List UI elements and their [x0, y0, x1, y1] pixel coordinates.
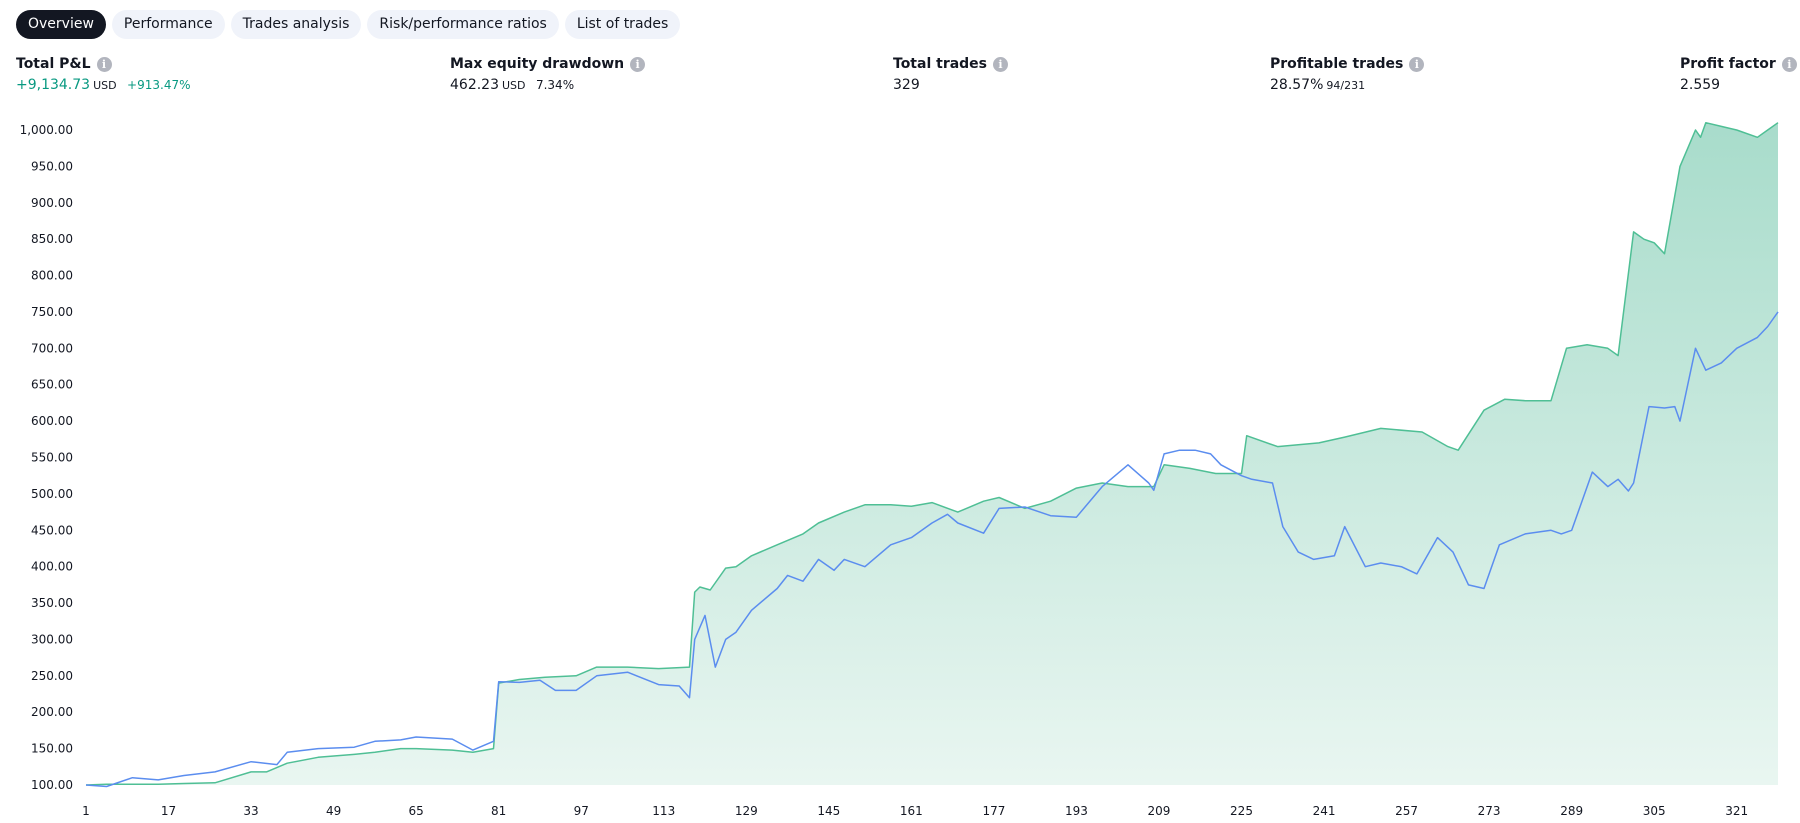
currency-unit: USD	[502, 79, 526, 92]
profitable-trades-value: 28.57%	[1270, 77, 1324, 93]
x-tick-label: 273	[1478, 804, 1501, 818]
y-tick-label: 750.00	[31, 305, 73, 319]
x-tick-label: 33	[243, 804, 258, 818]
x-tick-label: 161	[900, 804, 923, 818]
y-tick-label: 450.00	[31, 523, 73, 537]
y-tick-label: 600.00	[31, 414, 73, 428]
x-tick-label: 289	[1560, 804, 1583, 818]
x-tick-label: 305	[1643, 804, 1666, 818]
y-tick-label: 800.00	[31, 269, 73, 283]
y-tick-label: 950.00	[31, 159, 73, 173]
x-axis: 1 17 33 49 65 81 97 113 129 145 161 177 193 209 225 241…	[82, 804, 1748, 818]
metric-profitable-trades: Profitable trades i 28.57% 94/231	[1270, 56, 1425, 93]
equity-chart[interactable]: 1,000.00 950.00 900.00 850.00 800.00 750.00 70…	[0, 108, 1800, 823]
metric-profit-factor: Profit factor i 2.559	[1680, 56, 1797, 93]
x-tick-label: 17	[161, 804, 176, 818]
info-icon[interactable]: i	[1409, 56, 1425, 72]
x-tick-label: 193	[1065, 804, 1088, 818]
metric-max-drawdown: Max equity drawdown i 462.23 USD 7.34%	[450, 56, 646, 93]
x-tick-label: 1	[82, 804, 90, 818]
info-icon[interactable]: i	[1781, 56, 1797, 72]
y-tick-label: 350.00	[31, 596, 73, 610]
total-pnl-percent: +913.47%	[127, 78, 191, 92]
equity-line	[85, 121, 1779, 786]
x-tick-label: 321	[1725, 804, 1748, 818]
x-tick-label: 97	[574, 804, 589, 818]
metric-total-trades: Total trades i 329	[893, 56, 1009, 93]
y-tick-label: 1,000.00	[20, 123, 73, 137]
info-icon[interactable]: i	[993, 56, 1009, 72]
tab-trades-analysis[interactable]: Trades analysis	[230, 10, 362, 39]
x-tick-label: 225	[1230, 804, 1253, 818]
y-tick-label: 100.00	[31, 778, 73, 792]
x-tick-label: 49	[326, 804, 341, 818]
tab-bar: Overview Performance Trades analysis Ris…	[16, 10, 681, 39]
buy-and-hold-line	[85, 311, 1779, 788]
y-tick-label: 850.00	[31, 232, 73, 246]
x-tick-label: 129	[735, 804, 758, 818]
y-tick-label: 700.00	[31, 341, 73, 355]
y-tick-label: 200.00	[31, 705, 73, 719]
x-tick-label: 241	[1313, 804, 1336, 818]
profit-factor-value: 2.559	[1680, 77, 1721, 93]
tab-risk-performance-ratios[interactable]: Risk/performance ratios	[367, 10, 559, 39]
x-tick-label: 145	[817, 804, 840, 818]
x-tick-label: 65	[409, 804, 424, 818]
info-icon[interactable]: i	[96, 56, 112, 72]
metric-label: Profitable trades	[1270, 56, 1404, 72]
x-tick-label: 177	[982, 804, 1005, 818]
x-tick-label: 113	[652, 804, 675, 818]
plot-area	[85, 121, 1779, 788]
y-tick-label: 300.00	[31, 632, 73, 646]
info-icon[interactable]: i	[630, 56, 646, 72]
currency-unit: USD	[93, 79, 117, 92]
tab-list-of-trades[interactable]: List of trades	[564, 10, 681, 39]
metric-label: Total P&L	[16, 56, 91, 72]
y-tick-label: 250.00	[31, 669, 73, 683]
y-tick-label: 550.00	[31, 451, 73, 465]
y-axis: 1,000.00 950.00 900.00 850.00 800.00 750.00 70…	[20, 123, 73, 792]
tab-overview[interactable]: Overview	[16, 10, 106, 39]
max-drawdown-value: 462.23	[450, 77, 499, 93]
metric-label: Profit factor	[1680, 56, 1776, 72]
total-pnl-value: +9,134.73	[16, 77, 91, 93]
metric-label: Total trades	[893, 56, 988, 72]
y-tick-label: 650.00	[31, 378, 73, 392]
equity-area	[86, 122, 1778, 785]
x-tick-label: 81	[491, 804, 506, 818]
total-trades-value: 329	[893, 77, 920, 93]
metric-label: Max equity drawdown	[450, 56, 625, 72]
y-tick-label: 150.00	[31, 742, 73, 756]
x-tick-label: 257	[1395, 804, 1418, 818]
tab-performance[interactable]: Performance	[111, 10, 225, 39]
x-tick-label: 209	[1148, 804, 1171, 818]
profitable-trades-ratio: 94/231	[1326, 79, 1366, 92]
y-tick-label: 900.00	[31, 196, 73, 210]
y-tick-label: 400.00	[31, 560, 73, 574]
max-drawdown-percent: 7.34%	[535, 78, 575, 92]
y-tick-label: 500.00	[31, 487, 73, 501]
metric-total-pnl: Total P&L i +9,134.73 USD +913.47%	[16, 56, 191, 93]
